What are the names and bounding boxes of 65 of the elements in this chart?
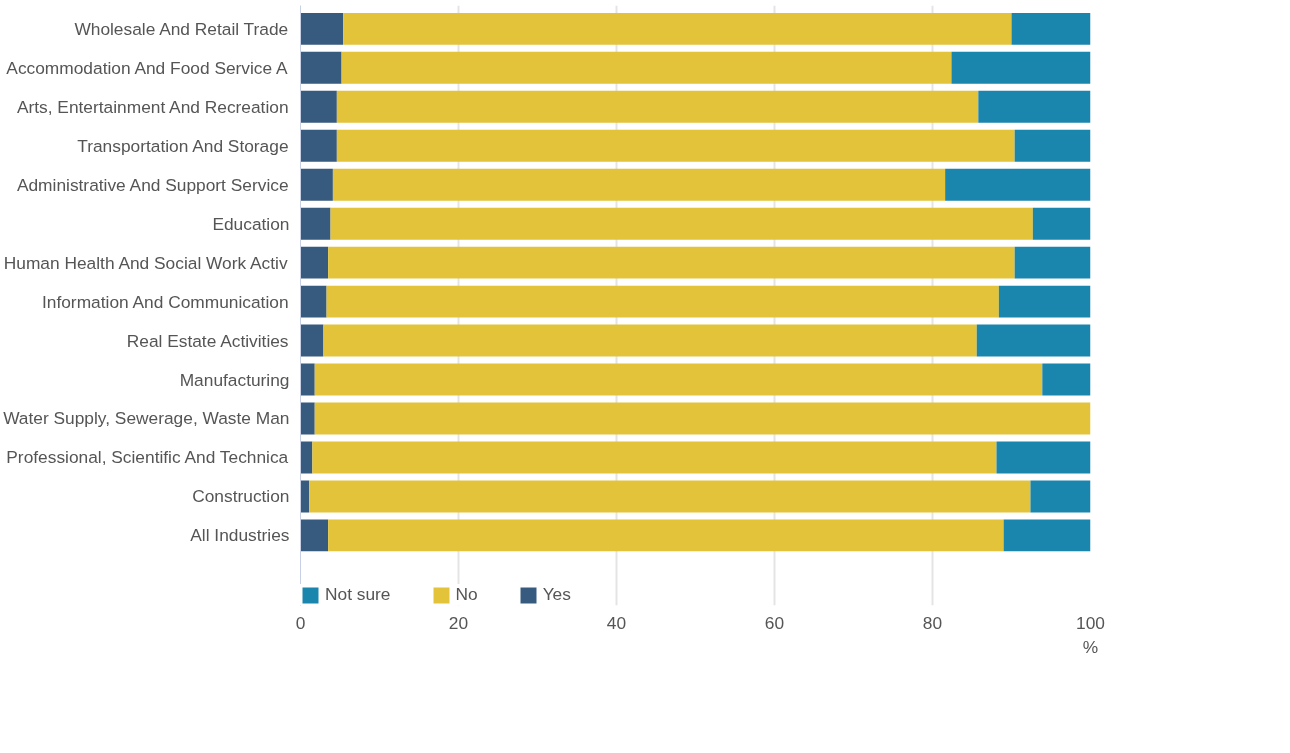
bar: [300, 363, 315, 396]
bar: [998, 285, 1091, 318]
bar: [323, 324, 977, 357]
x-tick-label: 20: [448, 612, 469, 633]
bar: [336, 90, 979, 123]
x-axis-title: %: [1082, 636, 1099, 657]
bar: [312, 441, 997, 474]
bar: [951, 51, 1091, 84]
bar: [300, 324, 324, 357]
x-tick-label: 0: [295, 612, 306, 633]
bar: [300, 246, 329, 279]
bar: [300, 129, 337, 162]
y-tick-label: Wholesale And Retail Trade: [74, 18, 289, 39]
bar: [300, 285, 327, 318]
bar: [978, 90, 1091, 123]
bar: [1014, 246, 1091, 279]
x-tick-label: 60: [764, 612, 785, 633]
bar: [343, 12, 1012, 45]
bar: [336, 129, 1015, 162]
bar: [328, 519, 1004, 552]
bar: [976, 324, 1091, 357]
bar: [996, 441, 1091, 474]
bar: [1042, 363, 1091, 396]
bar: [300, 402, 315, 435]
legend-label: No: [455, 584, 478, 605]
legend-label: Not sure: [325, 584, 391, 605]
y-tick-label: Arts, Entertainment And Recreation: [16, 96, 289, 117]
y-tick-label: Professional, Scientific And Technica: [6, 447, 289, 468]
bar: [300, 12, 344, 45]
y-tick-label: Administrative And Support Service: [16, 174, 289, 195]
bar: [300, 51, 342, 84]
bar: [1011, 12, 1091, 45]
bar: [300, 207, 331, 240]
bar: [1014, 129, 1091, 162]
x-tick-label: 40: [606, 612, 627, 633]
bar: [341, 51, 952, 84]
y-tick-label: Manufacturing: [179, 369, 290, 390]
x-tick-label: 80: [922, 612, 943, 633]
bar: [326, 285, 999, 318]
bar: [1030, 480, 1091, 513]
bar: [300, 168, 333, 201]
bar: [1003, 519, 1091, 552]
y-tick-label: Construction: [192, 486, 290, 507]
bar: [300, 90, 337, 123]
bar: [330, 207, 1033, 240]
bar: [332, 168, 946, 201]
y-tick-label: Transportation And Storage: [77, 135, 289, 156]
bar: [1032, 207, 1091, 240]
bar: [945, 168, 1091, 201]
bar: [328, 246, 1015, 279]
bar: [309, 480, 1031, 513]
bar: [314, 363, 1043, 396]
bar: [300, 519, 329, 552]
y-tick-label: Water Supply, Sewerage, Waste Man: [3, 408, 290, 429]
x-tick-label: 100: [1076, 612, 1105, 633]
y-tick-label: Information And Communication: [41, 291, 289, 312]
y-tick-label: Real Estate Activities: [126, 330, 289, 351]
bar: [300, 480, 310, 513]
y-tick-label: Accommodation And Food Service A: [6, 57, 289, 78]
y-tick-label: All Industries: [190, 525, 290, 546]
y-tick-label: Human Health And Social Work Activ: [3, 252, 288, 273]
y-tick-label: Education: [212, 213, 290, 234]
bar: [314, 402, 1091, 435]
bar: [300, 441, 313, 474]
legend-label: Yes: [542, 584, 571, 605]
